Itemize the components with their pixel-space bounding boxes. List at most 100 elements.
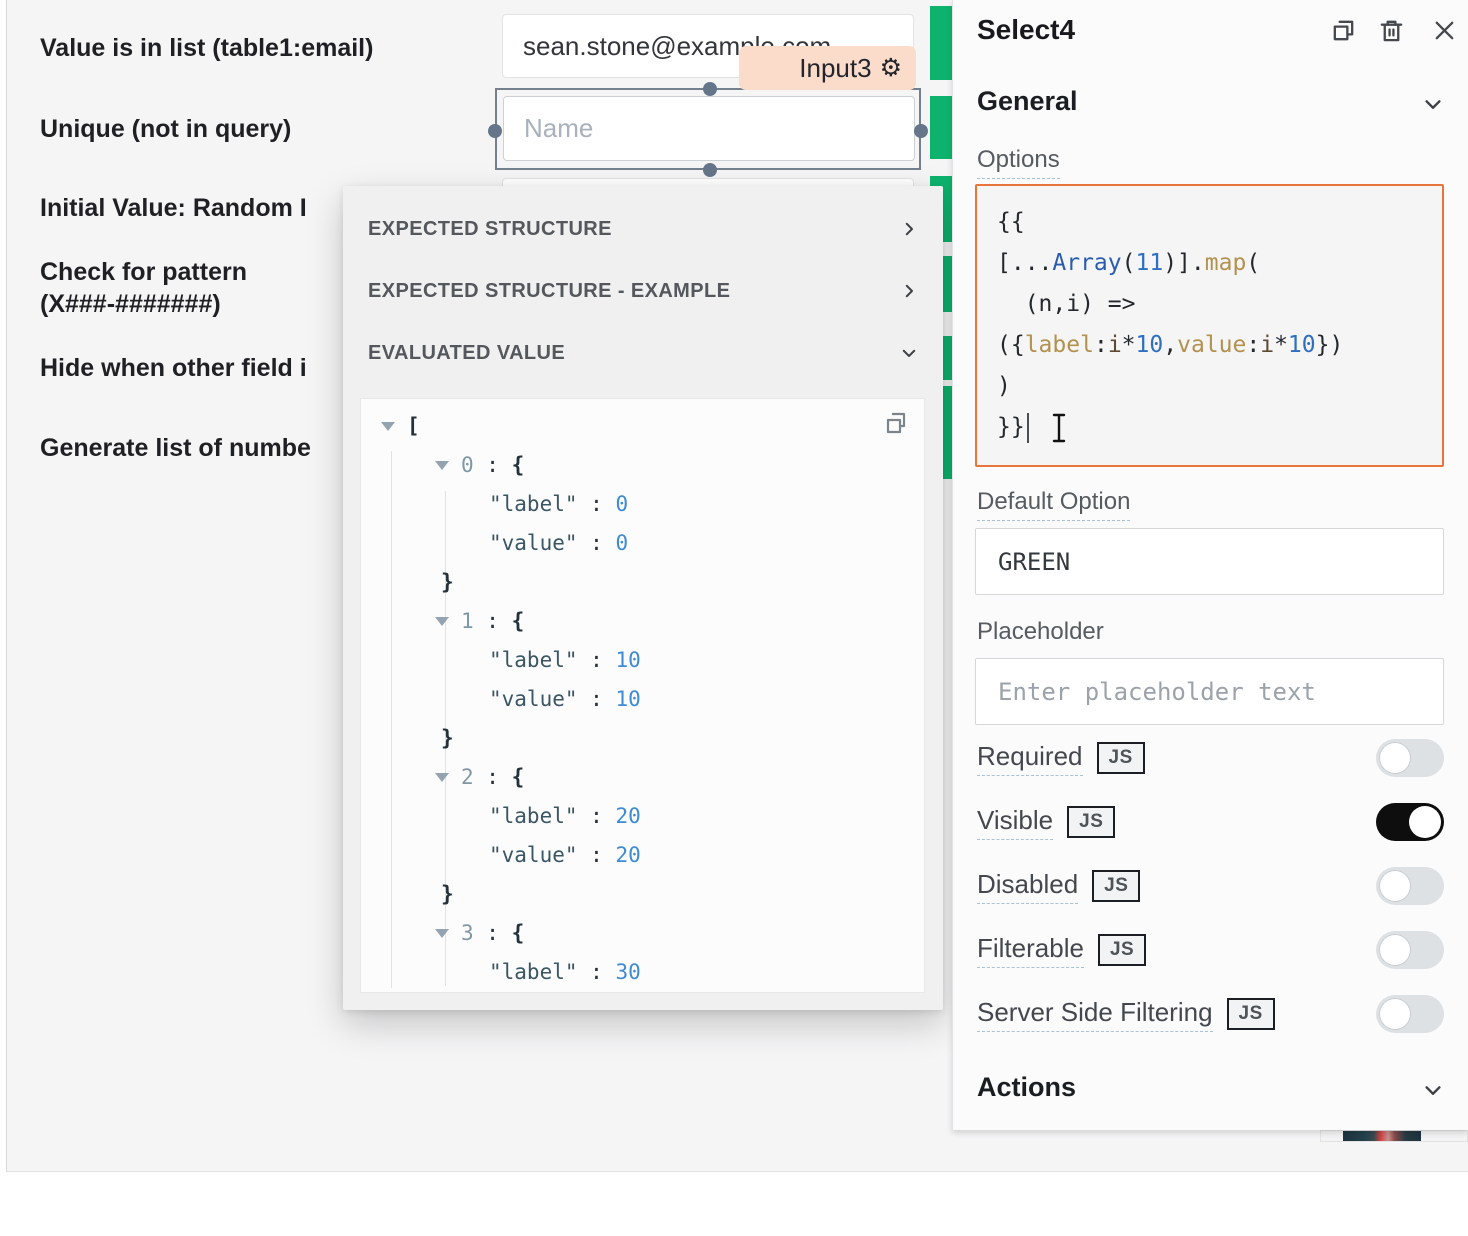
- toggle-label: Filterable: [977, 933, 1084, 968]
- toggle-list: Required JS Visible JS Disabled JS Filterable J…: [977, 736, 1444, 1056]
- chevron-right-icon: [905, 284, 913, 298]
- resize-handle-right[interactable]: [914, 124, 928, 138]
- component-tag-input3[interactable]: Input3 ⚙: [739, 46, 916, 90]
- json-tree-row: "value" : 20: [489, 843, 641, 867]
- tree-guide-line: [445, 491, 446, 986]
- chevron-down-icon[interactable]: [1422, 1080, 1444, 1102]
- code-line: ): [997, 373, 1011, 399]
- toggle-knob: [1409, 806, 1441, 838]
- name-input[interactable]: [503, 96, 915, 161]
- tree-collapse-caret-icon[interactable]: [435, 461, 449, 470]
- json-tree-row: "label" : 0: [489, 492, 629, 516]
- section-actions[interactable]: Actions: [977, 1072, 1077, 1102]
- code-line: ({label: i * 10, value: i * 10}): [997, 332, 1344, 358]
- close-icon[interactable]: [1431, 17, 1458, 44]
- code-line: {{: [997, 209, 1025, 235]
- toggle-knob: [1379, 742, 1411, 774]
- toggle-row-visible: Visible JS: [977, 800, 1444, 844]
- resize-handle-bottom[interactable]: [703, 163, 717, 177]
- evaluated-value-viewer: [0 : { "label" : 0 "value" : 0} 1 : { "label…: [360, 398, 925, 993]
- ibeam-mouse-cursor-icon: [1052, 413, 1065, 442]
- toggle-label: Disabled: [977, 869, 1079, 904]
- section-general[interactable]: General: [977, 86, 1078, 116]
- text-cursor: [1026, 412, 1029, 443]
- toggle-row-filterable: Filterable JS: [977, 928, 1444, 972]
- copy-icon[interactable]: [882, 409, 910, 437]
- resize-handle-top[interactable]: [703, 82, 717, 96]
- code-line: }}: [997, 407, 1422, 448]
- tree-collapse-caret-icon[interactable]: [435, 773, 449, 782]
- gear-icon[interactable]: ⚙: [879, 53, 902, 82]
- toggle-knob: [1379, 934, 1411, 966]
- json-tree-row: 0 : {: [361, 446, 924, 485]
- section-expected-structure[interactable]: EXPECTED STRUCTURE: [368, 216, 918, 242]
- js-badge[interactable]: JS: [1096, 742, 1145, 774]
- section-expected-structure-example[interactable]: EXPECTED STRUCTURE - EXAMPLE: [368, 278, 918, 304]
- form-label-generate-list: Generate list of numbe: [40, 434, 311, 462]
- inspector-panel: Select4 General Options {{ [... Array(11)]…: [952, 0, 1468, 1130]
- toggle-row-server-side-filtering: Server Side Filtering JS: [977, 992, 1444, 1036]
- component-title: Select4: [977, 14, 1076, 45]
- options-code-editor[interactable]: {{ [... Array(11)]. map( (n,i) => ({label: i *…: [975, 184, 1444, 467]
- form-label-value-in-list: Value is in list (table1:email): [40, 34, 374, 62]
- json-tree-row: [: [361, 407, 924, 446]
- valid-indicator-bar: [930, 6, 952, 80]
- trash-icon[interactable]: [1378, 17, 1405, 44]
- code-line: [... Array(11)]. map(: [997, 250, 1261, 276]
- toggle-switch[interactable]: [1376, 867, 1444, 905]
- json-tree-row: "label" : 20: [489, 804, 641, 828]
- json-tree-row: 2 : {: [361, 758, 924, 797]
- js-badge[interactable]: JS: [1226, 998, 1275, 1030]
- section-evaluated-value[interactable]: EVALUATED VALUE: [368, 340, 918, 366]
- json-tree-row: }: [441, 726, 454, 750]
- toggle-switch[interactable]: [1376, 803, 1444, 841]
- json-tree-row: 1 : {: [361, 602, 924, 641]
- toggle-switch[interactable]: [1376, 995, 1444, 1033]
- toggle-label: Visible: [977, 805, 1054, 840]
- json-tree-row: "label" : 10: [489, 648, 641, 672]
- tree-collapse-caret-icon[interactable]: [435, 617, 449, 626]
- chevron-down-icon: [902, 349, 916, 357]
- json-tree-row: "value" : 0: [489, 531, 629, 555]
- photo-thumbnail: [1343, 1131, 1421, 1141]
- form-label-hide-when: Hide when other field i: [40, 354, 307, 382]
- form-label-initial-value: Initial Value: Random I: [40, 194, 307, 222]
- chevron-down-icon[interactable]: [1422, 94, 1444, 116]
- toggle-label: Required: [977, 741, 1083, 776]
- json-tree-row: }: [441, 882, 454, 906]
- json-tree-row: }: [441, 570, 454, 594]
- form-label-check-pattern: Check for pattern (X###-#######): [40, 258, 247, 318]
- toggle-switch[interactable]: [1376, 739, 1444, 777]
- left-gutter: [0, 0, 7, 1172]
- placeholder-input[interactable]: [975, 658, 1444, 725]
- valid-indicator-bar: [930, 96, 952, 159]
- js-badge[interactable]: JS: [1097, 934, 1147, 966]
- chevron-right-icon: [905, 222, 913, 236]
- options-label: Options: [977, 146, 1060, 179]
- toggle-knob: [1379, 998, 1411, 1030]
- expression-helper-popup: EXPECTED STRUCTURE EXPECTED STRUCTURE - …: [343, 186, 943, 1010]
- js-badge[interactable]: JS: [1067, 806, 1116, 838]
- duplicate-icon[interactable]: [1330, 17, 1357, 44]
- default-option-label: Default Option: [977, 488, 1131, 521]
- image-component-sliver: [1320, 1130, 1468, 1142]
- json-tree-row: "value" : 10: [489, 687, 641, 711]
- toggle-knob: [1379, 870, 1411, 902]
- form-label-unique: Unique (not in query): [40, 115, 292, 143]
- tree-collapse-caret-icon[interactable]: [381, 422, 395, 431]
- placeholder-label: Placeholder: [977, 618, 1104, 645]
- toggle-switch[interactable]: [1376, 931, 1444, 969]
- code-line: (n,i) =>: [997, 291, 1136, 317]
- tree-guide-line: [391, 451, 392, 988]
- json-tree-row: 3 : {: [361, 914, 924, 953]
- json-tree-row: "label" : 30: [489, 960, 641, 984]
- json-tree: [0 : { "label" : 0 "value" : 0} 1 : { "label…: [361, 407, 924, 992]
- component-selection-box[interactable]: [495, 88, 921, 170]
- toggle-row-required: Required JS: [977, 736, 1444, 780]
- default-option-input[interactable]: [975, 528, 1444, 595]
- toggle-label: Server Side Filtering: [977, 997, 1213, 1032]
- js-badge[interactable]: JS: [1092, 870, 1141, 902]
- resize-handle-left[interactable]: [488, 124, 502, 138]
- tree-collapse-caret-icon[interactable]: [435, 929, 449, 938]
